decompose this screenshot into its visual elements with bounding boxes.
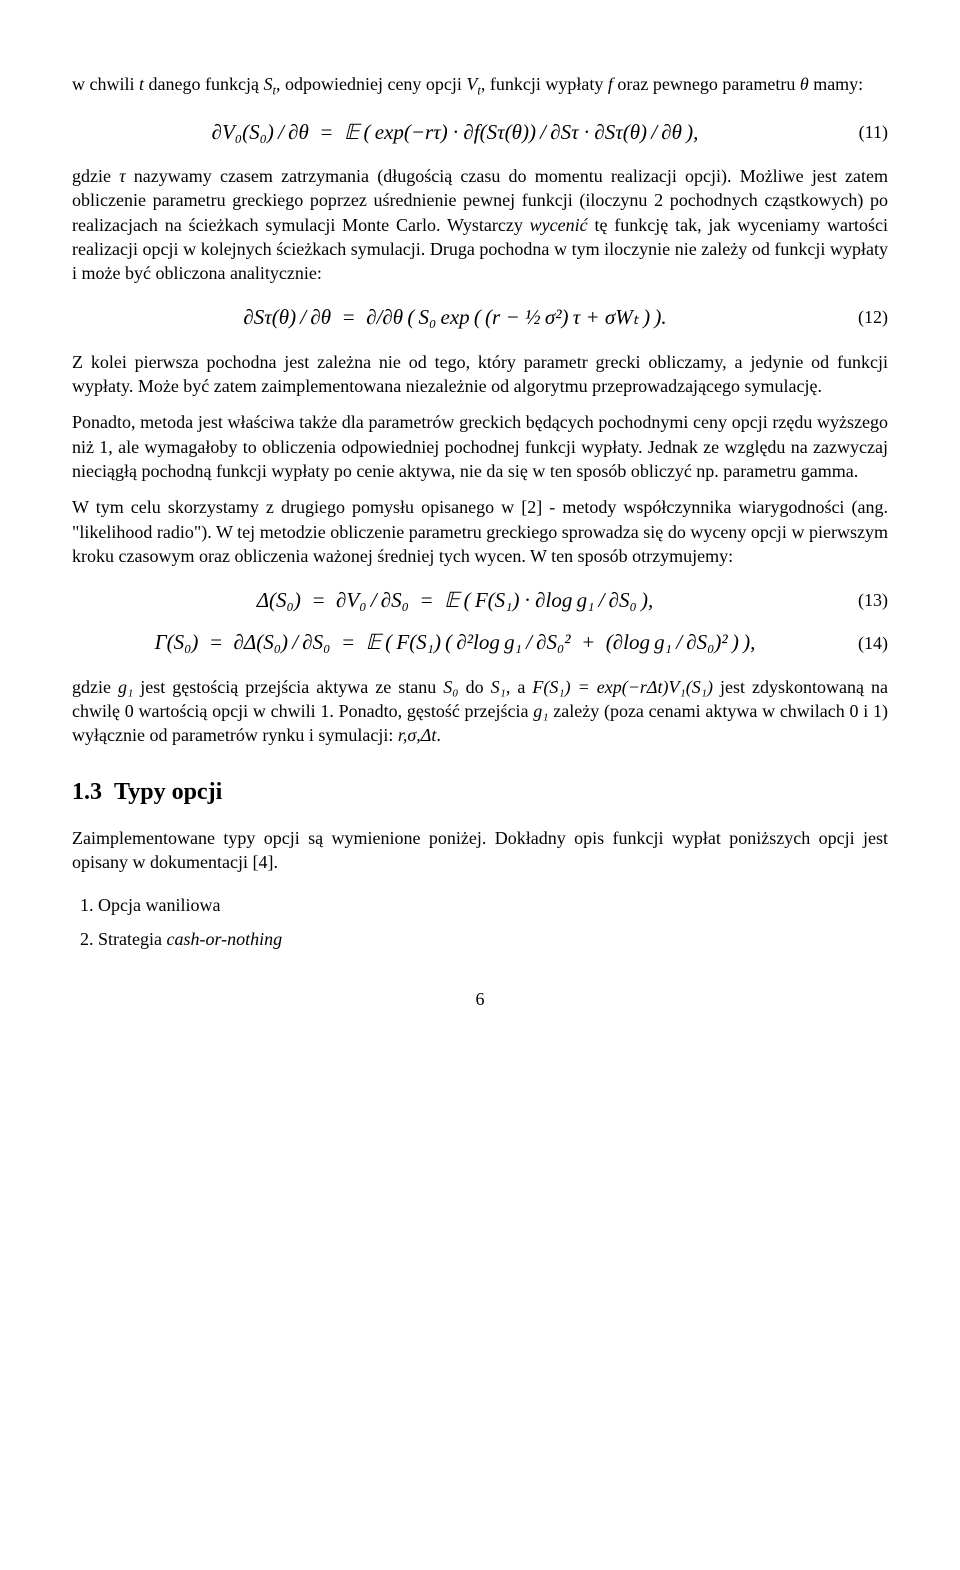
sym-params: r,σ,Δt: [398, 725, 436, 745]
section-heading: 1.3 Typy opcji: [72, 776, 888, 808]
section-number: 1.3: [72, 779, 102, 805]
paragraph-3: Z kolei pierwsza pochodna jest zależna n…: [72, 350, 888, 399]
paragraph-intro: w chwili t danego funkcją St, odpowiedni…: [72, 72, 888, 100]
paragraph-2: gdzie τ nazywamy czasem zatrzymania (dłu…: [72, 164, 888, 285]
sym-S1: S₁: [491, 677, 506, 697]
paragraph-6: gdzie g₁ jest gęstością przejścia aktywa…: [72, 675, 888, 748]
text: gdzie: [72, 166, 119, 186]
equation-number: (14): [838, 631, 888, 655]
text: , funkcji wypłaty: [481, 74, 608, 94]
sym-g1b: g₁: [533, 701, 548, 721]
equation-13: Δ(S₀) = ∂V₀ / ∂S₀ = 𝔼 ( F(S₁) · ∂log g₁ …: [72, 586, 888, 614]
sym-S0: S₀: [443, 677, 458, 697]
equation-body: Γ(S₀) = ∂Δ(S₀) / ∂S₀ = 𝔼 ( F(S₁) ( ∂²log…: [72, 628, 838, 656]
text: , odpowiedniej ceny opcji: [276, 74, 466, 94]
text: Strategia: [98, 929, 166, 949]
sym-Vt: Vt: [466, 74, 481, 94]
list-item: Strategia cash-or-nothing: [98, 927, 888, 951]
paragraph-5: W tym celu skorzystamy z drugiego pomysł…: [72, 495, 888, 568]
text: w chwili: [72, 74, 139, 94]
equation-14: Γ(S₀) = ∂Δ(S₀) / ∂S₀ = 𝔼 ( F(S₁) ( ∂²log…: [72, 628, 888, 656]
equation-number: (12): [838, 305, 888, 329]
equation-number: (13): [838, 588, 888, 612]
paragraph-4: Ponadto, metoda jest właściwa także dla …: [72, 410, 888, 483]
paragraph-7: Zaimplementowane typy opcji są wymienion…: [72, 826, 888, 875]
text: .: [436, 725, 441, 745]
option-types-list: Opcja waniliowa Strategia cash-or-nothin…: [98, 893, 888, 952]
sym-St: St: [263, 74, 276, 94]
sym-FS1: F(S₁) = exp(−rΔt)V₁(S₁): [532, 677, 713, 697]
equation-body: ∂V₀(S₀) / ∂θ = 𝔼 ( exp(−rτ) · ∂f(Sτ(θ)) …: [72, 118, 838, 146]
text: , a: [506, 677, 533, 697]
text: danego funkcją: [144, 74, 263, 94]
list-item: Opcja waniliowa: [98, 893, 888, 917]
sym-theta: θ: [800, 74, 809, 94]
text: mamy:: [809, 74, 864, 94]
emph-wycenic: wycenić: [530, 215, 588, 235]
sym-g1: g₁: [118, 677, 133, 697]
equation-12: ∂Sτ(θ) / ∂θ = ∂/∂θ ( S₀ exp ( (r − ½ σ²)…: [72, 303, 888, 331]
text: jest gęstością przejścia aktywa ze stanu: [133, 677, 443, 697]
text: do: [459, 677, 491, 697]
page-number: 6: [72, 987, 888, 1011]
equation-11: ∂V₀(S₀) / ∂θ = 𝔼 ( exp(−rτ) · ∂f(Sτ(θ)) …: [72, 118, 888, 146]
text: oraz pewnego parametru: [613, 74, 800, 94]
emph-cash-or-nothing: cash-or-nothing: [166, 929, 282, 949]
equation-body: Δ(S₀) = ∂V₀ / ∂S₀ = 𝔼 ( F(S₁) · ∂log g₁ …: [72, 586, 838, 614]
section-title: Typy opcji: [114, 779, 222, 805]
equation-body: ∂Sτ(θ) / ∂θ = ∂/∂θ ( S₀ exp ( (r − ½ σ²)…: [72, 303, 838, 331]
text: gdzie: [72, 677, 118, 697]
equation-number: (11): [838, 120, 888, 144]
